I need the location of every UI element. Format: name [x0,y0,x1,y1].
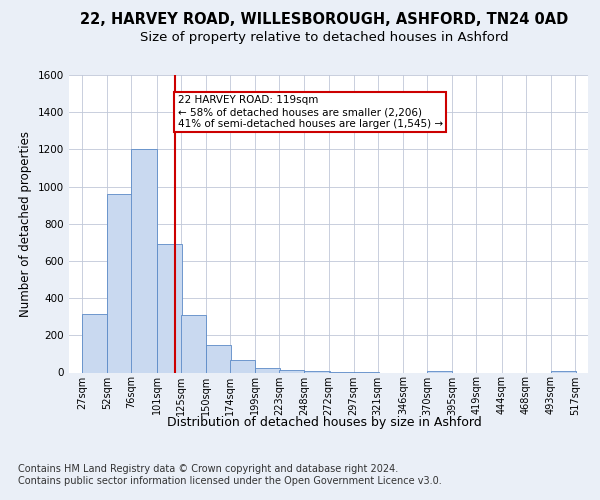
Bar [551,370,576,372]
Text: Contains HM Land Registry data © Crown copyright and database right 2024.
Contai: Contains HM Land Registry data © Crown c… [18,464,442,485]
Bar [427,370,452,372]
Bar [181,315,206,372]
Bar [255,368,280,372]
Bar [279,370,304,372]
Text: 22 HARVEY ROAD: 119sqm
← 58% of detached houses are smaller (2,206)
41% of semi-: 22 HARVEY ROAD: 119sqm ← 58% of detached… [178,96,443,128]
Bar [131,150,157,372]
Bar [230,360,255,372]
Bar [304,370,329,372]
Y-axis label: Number of detached properties: Number of detached properties [19,130,32,317]
Text: 22, HARVEY ROAD, WILLESBOROUGH, ASHFORD, TN24 0AD: 22, HARVEY ROAD, WILLESBOROUGH, ASHFORD,… [80,12,568,28]
Bar [157,244,182,372]
Text: Distribution of detached houses by size in Ashford: Distribution of detached houses by size … [167,416,481,429]
Bar [82,314,107,372]
Bar [206,344,231,372]
Text: Size of property relative to detached houses in Ashford: Size of property relative to detached ho… [140,31,508,44]
Bar [107,194,133,372]
